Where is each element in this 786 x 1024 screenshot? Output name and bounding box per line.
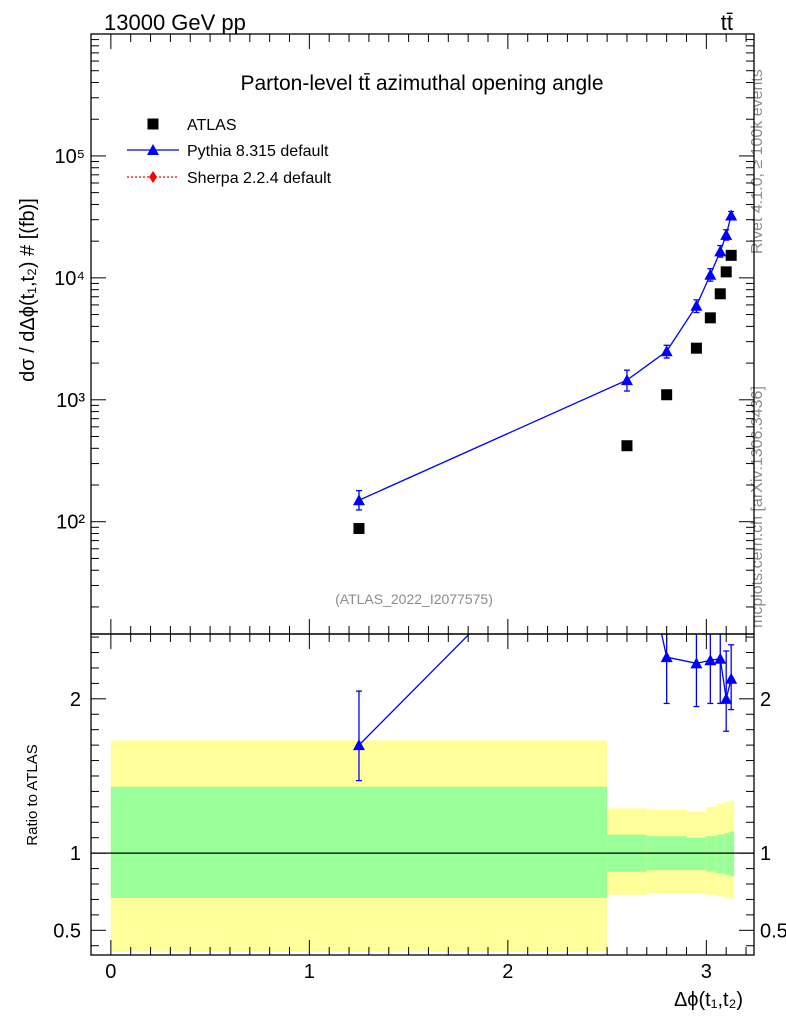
legend: ATLAS Pythia 8.315 default Sherpa 2.2.4 de… — [127, 117, 332, 187]
main-plot-content — [352, 209, 738, 534]
pythia-ratio-point — [660, 651, 673, 663]
pythia-ratio-point — [352, 739, 365, 751]
atlas-point — [621, 440, 633, 452]
ratio-plot-content — [91, 469, 754, 952]
y-tick-label: 10³ — [56, 390, 85, 412]
ratio-y-axis-label: Ratio to ATLAS — [24, 744, 41, 845]
ratio-y-tick-label-left: 2 — [70, 689, 81, 711]
ratio-y-tick-label-right: 2 — [760, 689, 771, 711]
y-tick-label: 10² — [56, 512, 85, 534]
rivet-label: Rivet 4.1.0, ≥ 100k events — [749, 69, 766, 254]
legend-marker-pythia — [147, 144, 159, 155]
legend-marker-atlas — [147, 118, 159, 130]
main-tick-labels: 10² 10³ 10⁴ 10⁵ — [54, 146, 85, 534]
x-tick-label: 2 — [502, 961, 513, 983]
x-tick-label: 1 — [304, 961, 315, 983]
pythia-ratio-point — [720, 692, 733, 704]
pythia-line — [358, 215, 732, 501]
pythia-point — [725, 209, 738, 221]
pythia-ratio-point — [621, 469, 633, 480]
pythia-ratio-point — [690, 657, 703, 669]
uncertainty-band-inner — [729, 831, 735, 877]
main-ticks — [91, 33, 754, 634]
legend-label: Pythia 8.315 default — [187, 143, 329, 160]
uncertainty-band-inner — [686, 837, 707, 871]
uncertainty-band-inner — [110, 786, 608, 898]
legend-marker-sherpa — [149, 171, 157, 183]
pythia-point — [352, 494, 365, 506]
pythia-ratio-point — [714, 652, 727, 664]
ratio-tick-labels: 0.5 0.5 1 1 2 2 0 1 2 3 — [53, 689, 786, 983]
pythia-point — [690, 299, 703, 311]
pythia-ratio-line — [358, 634, 732, 746]
y-tick-label: 10⁵ — [54, 146, 85, 168]
x-tick-label: 3 — [701, 961, 712, 983]
atlas-point — [714, 288, 726, 300]
pythia-ratio-point — [725, 672, 738, 684]
ratio-y-tick-label-right: 1 — [760, 843, 771, 865]
ratio-y-tick-label-left: 0.5 — [53, 920, 81, 942]
main-title: Parton-level tt̄ azimuthal opening angle — [240, 72, 603, 95]
uncertainty-band-inner — [724, 833, 730, 875]
pythia-point — [714, 245, 727, 257]
ratio-y-tick-label-left: 1 — [70, 843, 81, 865]
legend-label: ATLAS — [187, 117, 237, 134]
atlas-point — [690, 342, 702, 354]
header-left: 13000 GeV pp — [104, 10, 246, 35]
ratio-panel: 0.5 0.5 1 1 2 2 0 1 2 3 Ratio to ATLAS Δϕ(t₁,t₂) — [24, 469, 786, 1011]
uncertainty-band-inner — [706, 836, 717, 872]
atlas-point — [725, 249, 737, 261]
y-axis-label: dσ / dΔϕ(t₁,t₂) # [(fb)] — [17, 198, 39, 382]
legend-label: Sherpa 2.2.4 default — [187, 170, 332, 187]
ratio-y-tick-label-right: 0.5 — [760, 920, 786, 942]
atlas-point — [353, 522, 365, 534]
pythia-point — [660, 345, 673, 357]
x-tick-label: 0 — [105, 961, 116, 983]
pythia-point — [620, 374, 633, 386]
atlas-point — [720, 266, 732, 278]
analysis-watermark: (ATLAS_2022_I2077575) — [335, 591, 493, 607]
atlas-point — [704, 312, 716, 324]
main-panel: 10² 10³ 10⁴ 10⁵ Parton-level tt̄ azimuthal … — [17, 33, 755, 635]
uncertainty-band-inner — [716, 834, 725, 874]
atlas-point — [661, 389, 673, 401]
pythia-ratio-point — [704, 654, 717, 666]
pythia-point — [720, 228, 733, 240]
ratio-ticks — [91, 634, 754, 955]
mcplots-label: mcplots.cern.ch [arXiv:1306.3436] — [749, 386, 766, 628]
x-axis-label: Δϕ(t₁,t₂) — [674, 989, 743, 1011]
header-right: tt̄ — [721, 10, 733, 35]
ratio-frame — [90, 633, 755, 956]
pythia-point — [704, 268, 717, 280]
y-tick-label: 10⁴ — [54, 268, 85, 290]
